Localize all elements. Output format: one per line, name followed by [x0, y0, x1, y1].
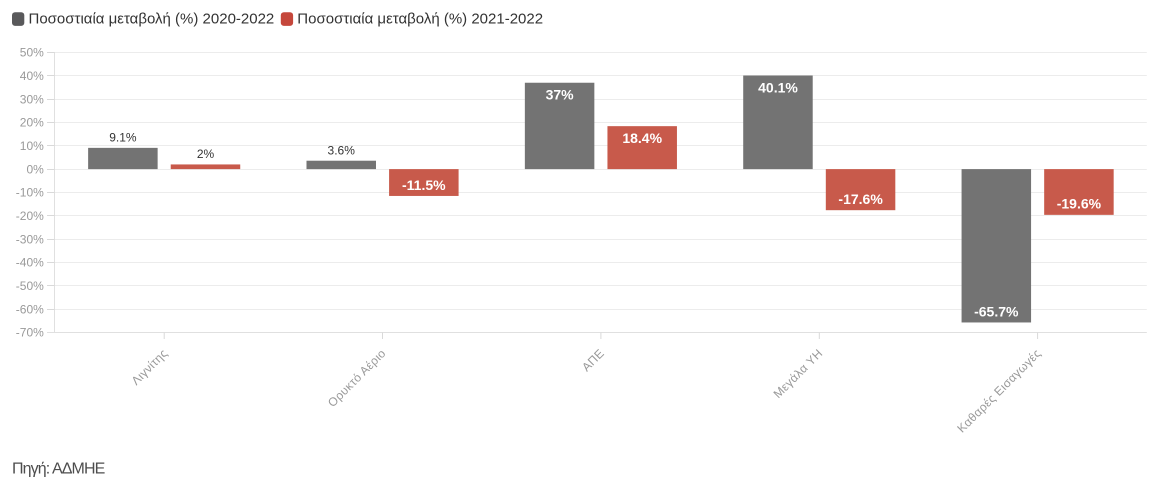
svg-text:Ορυκτό Αέριο: Ορυκτό Αέριο	[325, 346, 389, 410]
svg-text:-19.6%: -19.6%	[1057, 196, 1102, 212]
svg-text:3.6%: 3.6%	[328, 143, 356, 157]
svg-text:18.4%: 18.4%	[622, 130, 662, 146]
svg-text:9.1%: 9.1%	[109, 131, 137, 145]
svg-text:-11.5%: -11.5%	[402, 177, 446, 193]
svg-text:50%: 50%	[20, 46, 44, 60]
svg-text:Ποσοστιαία μεταβολή (%) 2020-2: Ποσοστιαία μεταβολή (%) 2020-2022	[29, 10, 275, 27]
svg-text:-10%: -10%	[16, 186, 44, 200]
svg-text:-60%: -60%	[16, 302, 44, 316]
svg-text:40%: 40%	[20, 69, 44, 83]
svg-text:20%: 20%	[20, 116, 44, 130]
svg-text:40.1%: 40.1%	[758, 79, 798, 95]
svg-text:30%: 30%	[20, 92, 44, 106]
svg-text:Ποσοστιαία μεταβολή (%) 2021-2: Ποσοστιαία μεταβολή (%) 2021-2022	[297, 10, 543, 27]
svg-text:-40%: -40%	[16, 256, 44, 270]
svg-text:2%: 2%	[197, 147, 215, 161]
svg-text:ΑΠΕ: ΑΠΕ	[579, 346, 607, 374]
svg-text:10%: 10%	[20, 139, 44, 153]
svg-text:Καθαρές Εισαγωγές: Καθαρές Εισαγωγές	[954, 346, 1043, 435]
svg-text:-30%: -30%	[16, 232, 44, 246]
svg-text:-17.6%: -17.6%	[838, 191, 883, 207]
svg-text:0%: 0%	[26, 162, 44, 176]
svg-text:-65.7%: -65.7%	[974, 303, 1019, 319]
svg-text:Πηγή: ΑΔΜΗΕ: Πηγή: ΑΔΜΗΕ	[12, 461, 105, 478]
svg-text:Λιγνίτης: Λιγνίτης	[129, 346, 171, 388]
svg-text:-20%: -20%	[16, 209, 44, 223]
svg-text:Μεγάλα ΥΗ: Μεγάλα ΥΗ	[771, 346, 826, 401]
svg-text:37%: 37%	[546, 87, 575, 103]
svg-text:-50%: -50%	[16, 279, 44, 293]
svg-text:-70%: -70%	[16, 326, 44, 340]
